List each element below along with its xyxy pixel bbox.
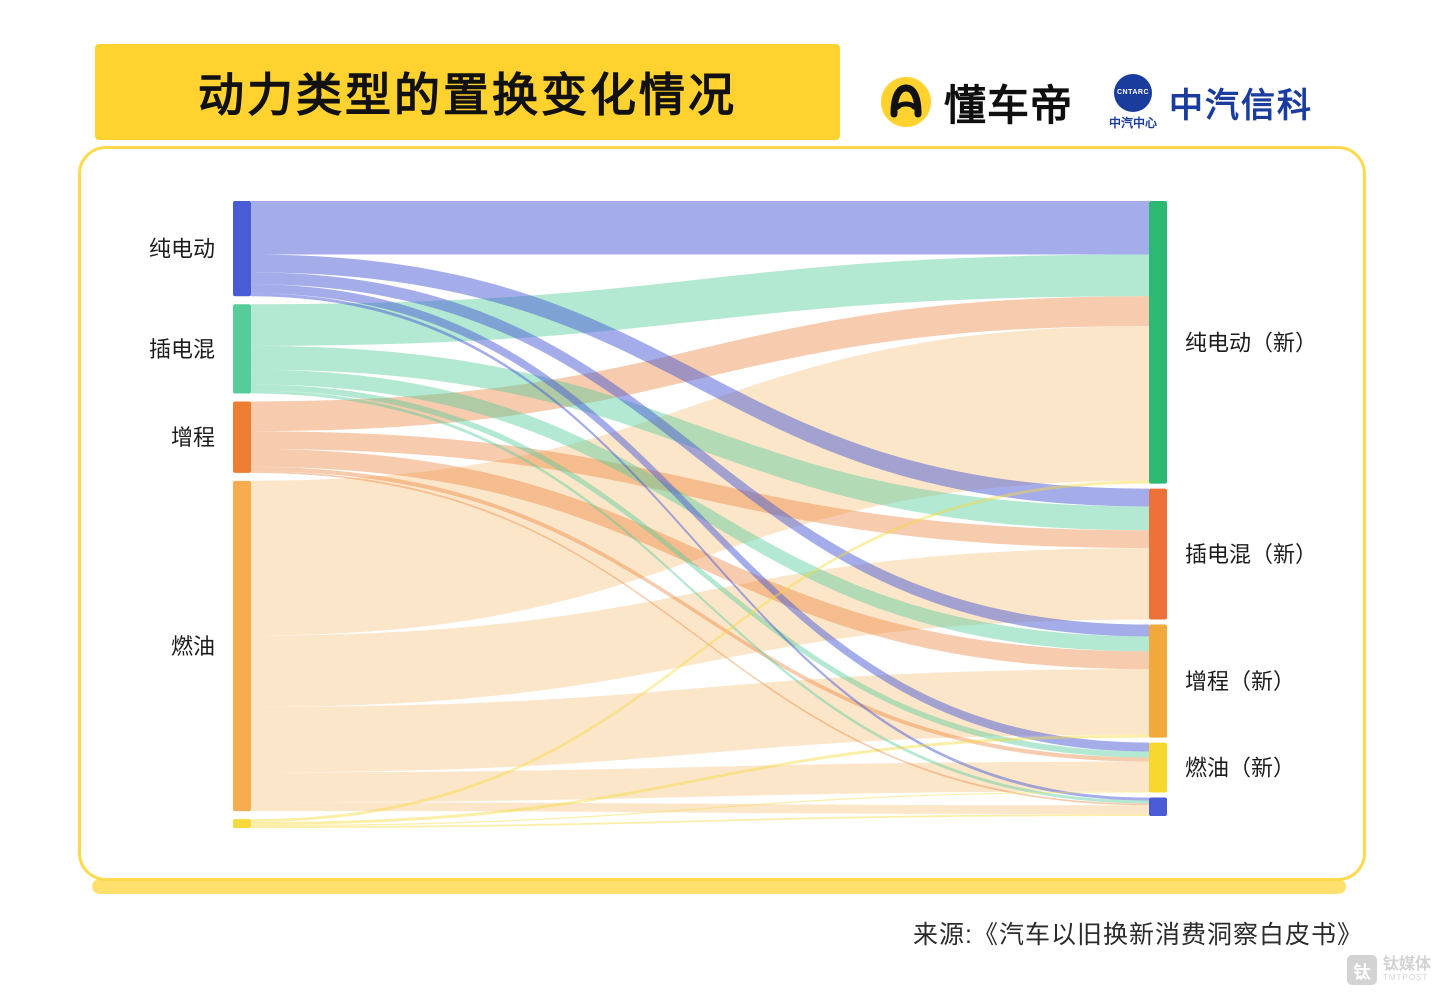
sankey-node-right-ice_new <box>1149 742 1167 793</box>
flow-phev_old-to-other_new <box>251 390 1149 804</box>
sankey-node-right-erev_new <box>1149 624 1167 738</box>
sankey-label-left-ice_old: 燃油 <box>171 634 215 659</box>
header-logos: 懂车帝 CNTARC 中汽中心 中汽信科 <box>880 62 1313 142</box>
sankey-label-left-phev_old: 插电混 <box>149 337 215 362</box>
flow-ice_old-to-other_new <box>251 802 1149 815</box>
sankey-node-left-bev_old <box>233 201 251 297</box>
flow-other_old-to-bev_new <box>251 480 1149 823</box>
flow-erev_old-to-ice_new <box>251 466 1149 762</box>
flow-other_old-to-erev_new <box>251 734 1149 826</box>
title-banner: 动力类型的置换变化情况 <box>95 44 840 140</box>
sankey-label-left-bev_old: 纯电动 <box>149 237 215 262</box>
tmtpost-icon: 钛 <box>1346 955 1377 985</box>
flow-bev_old-to-erev_new <box>251 272 1149 637</box>
sankey-label-right-bev_new: 纯电动（新） <box>1185 330 1317 355</box>
tmtpost-watermark: 钛 钛媒体 TMTPOST <box>1346 955 1431 985</box>
flow-ice_old-to-bev_new <box>251 325 1149 636</box>
tmtpost-label-en: TMTPOST <box>1382 973 1429 983</box>
flow-bev_old-to-ice_new <box>251 284 1149 752</box>
flow-phev_old-to-erev_new <box>251 369 1149 652</box>
page-title: 动力类型的置换变化情况 <box>198 69 737 121</box>
flow-bev_old-to-phev_new <box>251 254 1149 507</box>
flow-bev_old-to-other_new <box>251 293 1149 801</box>
flow-erev_old-to-other_new <box>251 471 1149 806</box>
sankey-node-right-other_new <box>1149 797 1167 816</box>
flow-erev_old-to-phev_new <box>251 431 1149 549</box>
catarc-emblem-icon: CNTARC 中汽中心 <box>1109 73 1158 131</box>
sankey-node-left-erev_old <box>233 401 251 473</box>
dongchedi-logo: 懂车帝 <box>880 72 1073 133</box>
dongchedi-wordmark: 懂车帝 <box>944 81 1074 129</box>
flow-phev_old-to-bev_new <box>251 254 1149 346</box>
flow-other_old-to-other_new <box>251 814 1149 828</box>
sankey-node-left-phev_old <box>233 304 251 394</box>
sankey-node-right-phev_new <box>1149 488 1167 620</box>
catarc-center-label: 中汽中心 <box>1109 115 1158 130</box>
sankey-label-right-erev_new: 增程（新） <box>1185 669 1295 694</box>
flow-other_old-to-ice_new <box>251 791 1149 827</box>
flow-phev_old-to-phev_new <box>251 345 1149 531</box>
flow-erev_old-to-erev_new <box>251 449 1149 670</box>
sankey-node-left-other_old <box>233 819 251 828</box>
sankey-node-right-bev_new <box>1149 201 1167 484</box>
panel-shadow <box>92 879 1346 894</box>
flow-erev_old-to-bev_new <box>251 296 1149 432</box>
flow-phev_old-to-ice_new <box>251 384 1149 758</box>
flow-bev_old-to-bev_new <box>251 201 1149 255</box>
catarc-logo: CNTARC 中汽中心 中汽信科 <box>1109 73 1314 131</box>
dongchedi-icon <box>881 77 931 127</box>
sankey-label-left-erev_old: 增程 <box>171 425 215 450</box>
chart-panel: 纯电动插电混增程燃油 纯电动（新） 插电混（新） 增程（新） 燃油（新） <box>78 146 1366 881</box>
source-note: 来源:《汽车以旧换新消费洞察白皮书》 <box>913 921 1363 949</box>
catarc-wordmark: 中汽信科 <box>1169 86 1314 125</box>
sankey-label-right-phev_new: 插电混（新） <box>1185 542 1317 567</box>
sankey-node-left-ice_old <box>233 480 251 812</box>
catarc-emblem-text: CNTARC <box>1114 73 1153 112</box>
flow-ice_old-to-ice_new <box>251 761 1149 803</box>
tmtpost-label-cn: 钛媒体 <box>1382 956 1431 974</box>
tmtpost-label: 钛媒体 TMTPOST <box>1382 956 1431 983</box>
sankey-label-right-ice_new: 燃油（新） <box>1185 756 1295 781</box>
